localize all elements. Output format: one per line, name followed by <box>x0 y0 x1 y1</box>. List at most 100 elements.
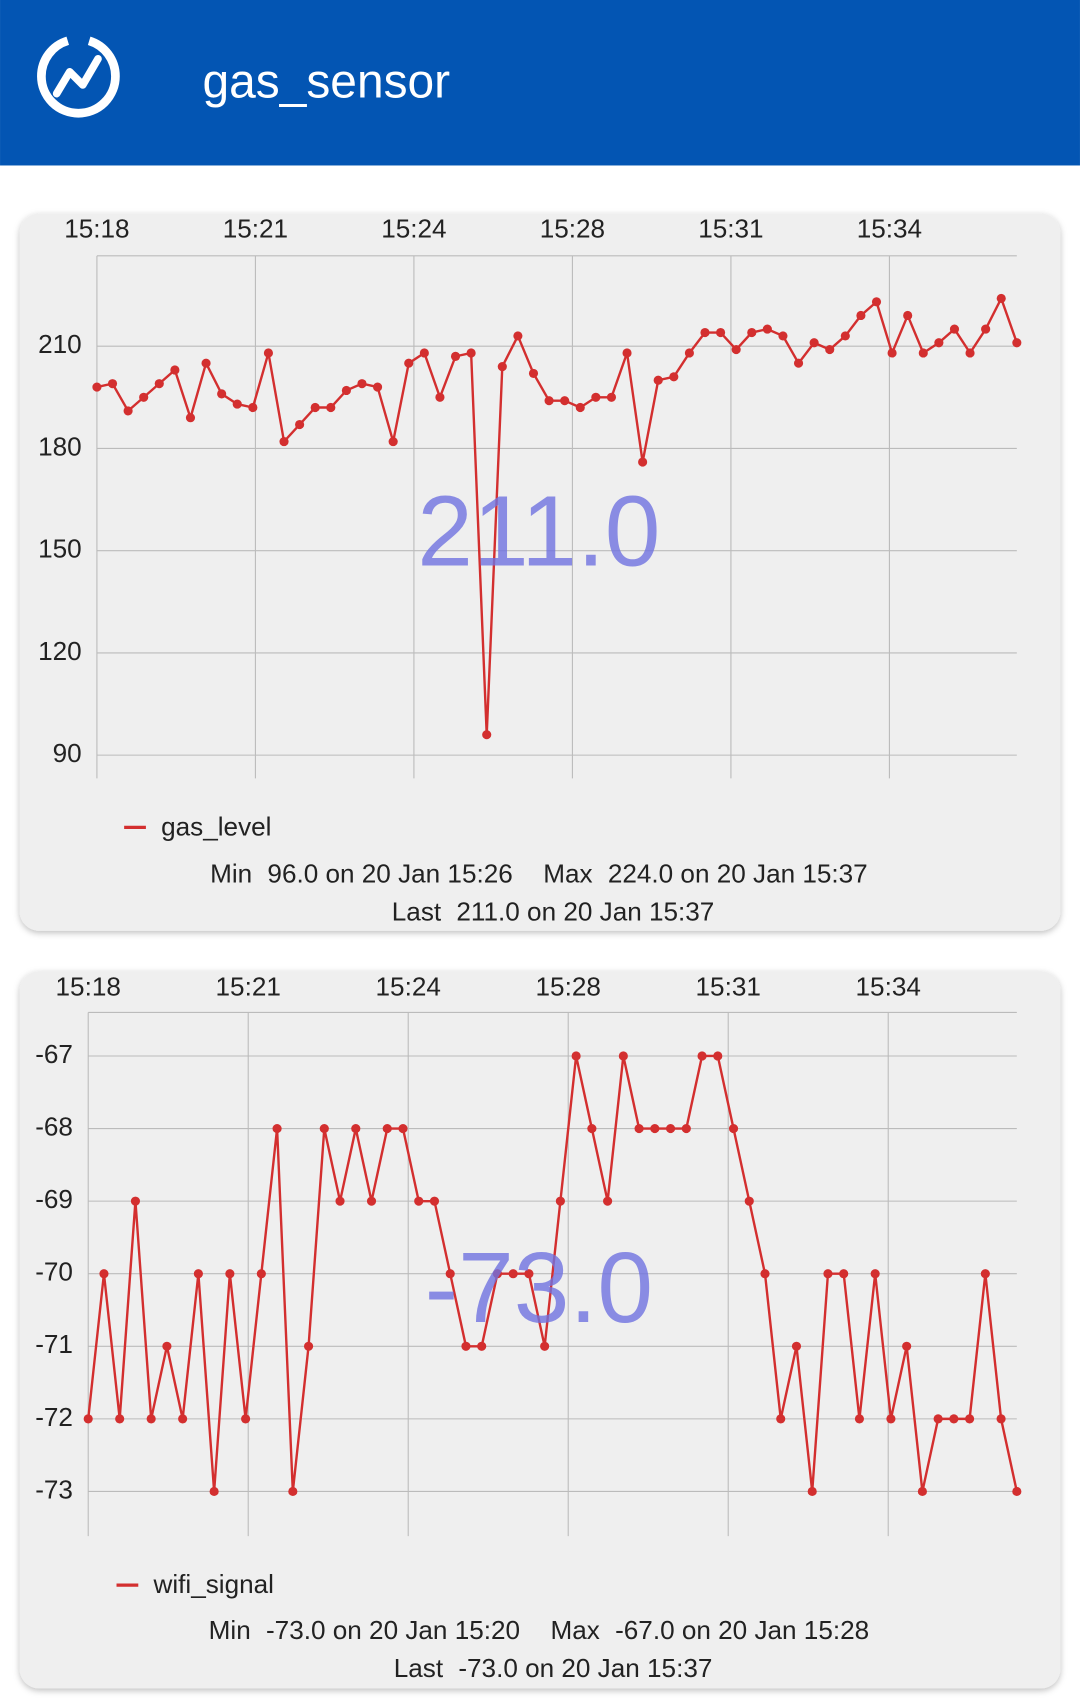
y-tick-label: 120 <box>38 636 82 666</box>
data-point <box>776 1414 786 1424</box>
data-point <box>606 392 617 402</box>
data-point <box>823 1269 833 1279</box>
data-point <box>248 402 258 413</box>
stat-last-label: Last <box>392 896 442 926</box>
data-point <box>634 1123 644 1134</box>
data-point <box>949 324 960 334</box>
data-point <box>684 348 694 358</box>
data-point <box>571 1051 581 1061</box>
data-point <box>793 358 804 368</box>
data-point <box>497 362 507 372</box>
data-point <box>508 1269 518 1279</box>
data-point <box>209 1486 219 1497</box>
data-point <box>513 331 523 341</box>
data-point <box>435 392 445 402</box>
stat-min-label: Min <box>209 1615 251 1645</box>
data-point <box>591 392 601 402</box>
data-point <box>778 331 788 341</box>
data-line <box>87 1054 1018 1492</box>
value-overlay: 211.0 <box>417 475 660 587</box>
data-point <box>871 297 882 307</box>
data-point <box>713 1051 723 1061</box>
stats-line: Last -73.0 on 20 Jan 15:37 <box>394 1653 713 1683</box>
data-point <box>540 1341 550 1351</box>
x-tick-label: 15:18 <box>56 971 121 1001</box>
data-point <box>382 1123 392 1134</box>
data-point <box>154 379 164 389</box>
y-tick-label: -68 <box>35 1111 73 1141</box>
data-point <box>388 437 398 447</box>
y-tick-label: -67 <box>35 1039 73 1069</box>
data-point <box>225 1269 235 1279</box>
data-point <box>139 392 149 402</box>
x-tick-label: 15:34 <box>857 214 922 244</box>
data-point <box>185 413 196 423</box>
stats-line: Min -73.0 on 20 Jan 15:20 Max -67.0 on 20 J… <box>209 1615 869 1645</box>
stat-max-label: Max <box>551 1615 600 1645</box>
data-point <box>170 365 180 375</box>
app-title: gas_sensor <box>203 56 451 109</box>
data-point <box>933 1414 943 1424</box>
stat-max-label: Max <box>543 858 592 888</box>
data-point <box>492 1269 503 1279</box>
y-tick-label: 180 <box>38 431 82 461</box>
data-point <box>544 396 554 406</box>
data-point <box>603 1196 613 1206</box>
x-tick-label: 15:28 <box>536 971 601 1001</box>
data-point <box>870 1269 880 1279</box>
data-point <box>653 375 663 385</box>
stat-min: -73.0 on 20 Jan 15:20 <box>266 1615 520 1645</box>
data-point <box>303 1341 314 1351</box>
x-tick-label: 15:28 <box>540 214 605 244</box>
data-point <box>839 1269 849 1279</box>
data-point <box>1012 338 1022 348</box>
app-icon[interactable] <box>37 34 120 118</box>
data-point <box>288 1486 298 1497</box>
data-point <box>482 730 492 740</box>
x-tick-label: 15:18 <box>64 214 129 244</box>
data-point <box>107 379 118 389</box>
x-tick-label: 15:31 <box>698 214 763 244</box>
data-point <box>700 327 710 338</box>
y-tick-label: 90 <box>53 738 82 768</box>
y-tick-label: -73 <box>35 1474 73 1504</box>
data-point <box>461 1341 471 1351</box>
data-point <box>162 1341 172 1351</box>
data-point <box>404 358 414 368</box>
data-point <box>638 457 648 467</box>
data-point <box>263 348 274 358</box>
data-point <box>840 331 850 341</box>
data-point <box>310 402 320 413</box>
data-point <box>669 372 679 382</box>
stat-min: 96.0 on 20 Jan 15:26 <box>267 858 512 888</box>
data-point <box>414 1196 424 1206</box>
data-point <box>903 310 913 321</box>
x-tick-label: 15:34 <box>856 971 921 1001</box>
data-point <box>193 1269 203 1279</box>
data-point <box>326 402 336 413</box>
data-point <box>398 1123 408 1134</box>
data-point <box>825 344 835 355</box>
data-point <box>450 351 461 361</box>
data-point <box>477 1341 487 1351</box>
data-point <box>934 338 944 348</box>
stat-max: 224.0 on 20 Jan 15:37 <box>608 858 868 888</box>
x-tick-label: 15:24 <box>381 214 446 244</box>
data-point <box>341 385 351 396</box>
data-point <box>319 1123 329 1134</box>
data-point <box>575 402 585 413</box>
data-point <box>587 1123 597 1134</box>
data-point <box>419 348 429 358</box>
data-point <box>524 1269 534 1279</box>
data-point <box>697 1051 707 1061</box>
data-point <box>83 1414 93 1424</box>
data-point <box>980 1269 990 1279</box>
data-point <box>357 379 367 389</box>
stat-min-label: Min <box>210 858 252 888</box>
data-point <box>1012 1486 1022 1497</box>
data-point <box>279 437 289 447</box>
data-point <box>681 1123 691 1134</box>
data-point <box>445 1269 455 1279</box>
data-point <box>731 344 741 355</box>
